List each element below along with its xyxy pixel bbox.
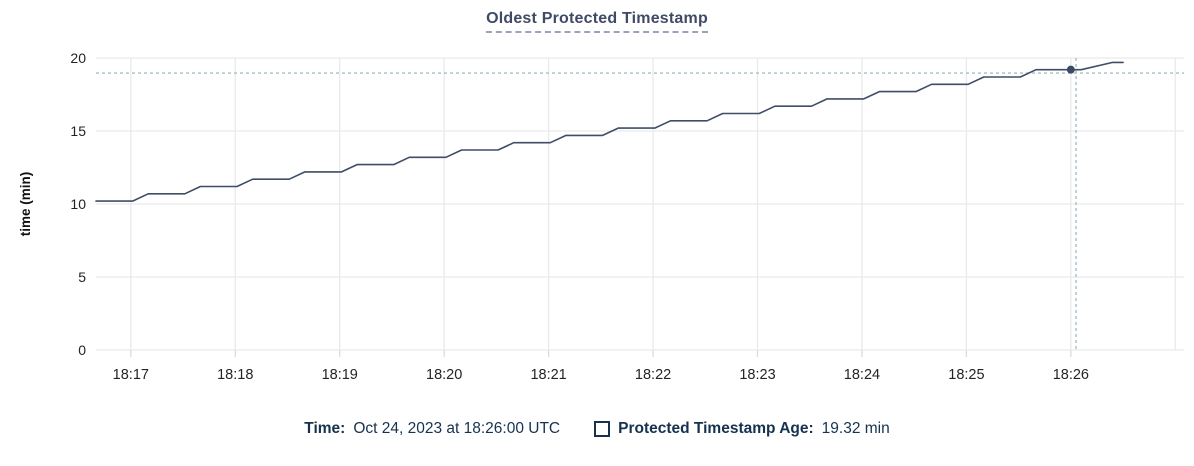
x-axis-tick-label: 18:25 <box>948 367 984 383</box>
y-axis-tick-label: 0 <box>78 342 86 358</box>
y-axis-tick-label: 20 <box>70 50 86 66</box>
y-axis-tick-label: 15 <box>70 123 86 139</box>
legend-series-label: Protected Timestamp Age: <box>618 420 814 437</box>
x-axis-tick-label: 18:21 <box>530 367 566 383</box>
legend-time-value: Oct 24, 2023 at 18:26:00 UTC <box>353 420 561 437</box>
x-axis-tick-label: 18:19 <box>322 367 358 383</box>
legend-series-value: 19.32 min <box>821 420 890 437</box>
legend-time-label: Time: <box>304 420 346 437</box>
y-axis-title: time (min) <box>18 172 33 237</box>
x-axis-tick-label: 18:17 <box>113 367 149 383</box>
x-axis-tick-label: 18:22 <box>635 367 671 383</box>
x-axis-tick-label: 18:20 <box>426 367 462 383</box>
series-toggle-checkbox[interactable] <box>594 421 611 437</box>
x-axis-tick-label: 18:26 <box>1053 367 1089 383</box>
chart-hover-legend: Time: Oct 24, 2023 at 18:26:00 UTC Prote… <box>0 420 1194 438</box>
legend-time-item: Time: Oct 24, 2023 at 18:26:00 UTC <box>304 420 560 438</box>
y-axis-tick-label: 5 <box>78 269 86 285</box>
chart-title[interactable]: Oldest Protected Timestamp <box>486 10 708 33</box>
timeseries-chart-svg[interactable]: 0 5 10 15 20 18:17 18:18 18:19 18:20 18:21 18:22 18… <box>0 0 1194 410</box>
hovered-point-marker[interactable] <box>1066 65 1075 74</box>
chart-title-row: Oldest Protected Timestamp <box>0 10 1194 33</box>
x-axis-tick-label: 18:24 <box>844 367 880 383</box>
x-axis-tick-label: 18:23 <box>739 367 775 383</box>
chart-plot-area[interactable]: 0 5 10 15 20 18:17 18:18 18:19 18:20 18:21 18:22 18… <box>0 0 1194 410</box>
legend-series-item: Protected Timestamp Age: 19.32 min <box>594 420 890 438</box>
x-axis-tick-label: 18:18 <box>217 367 253 383</box>
series-line-protected-timestamp-age <box>95 61 1124 202</box>
y-axis-tick-label: 10 <box>70 196 86 212</box>
